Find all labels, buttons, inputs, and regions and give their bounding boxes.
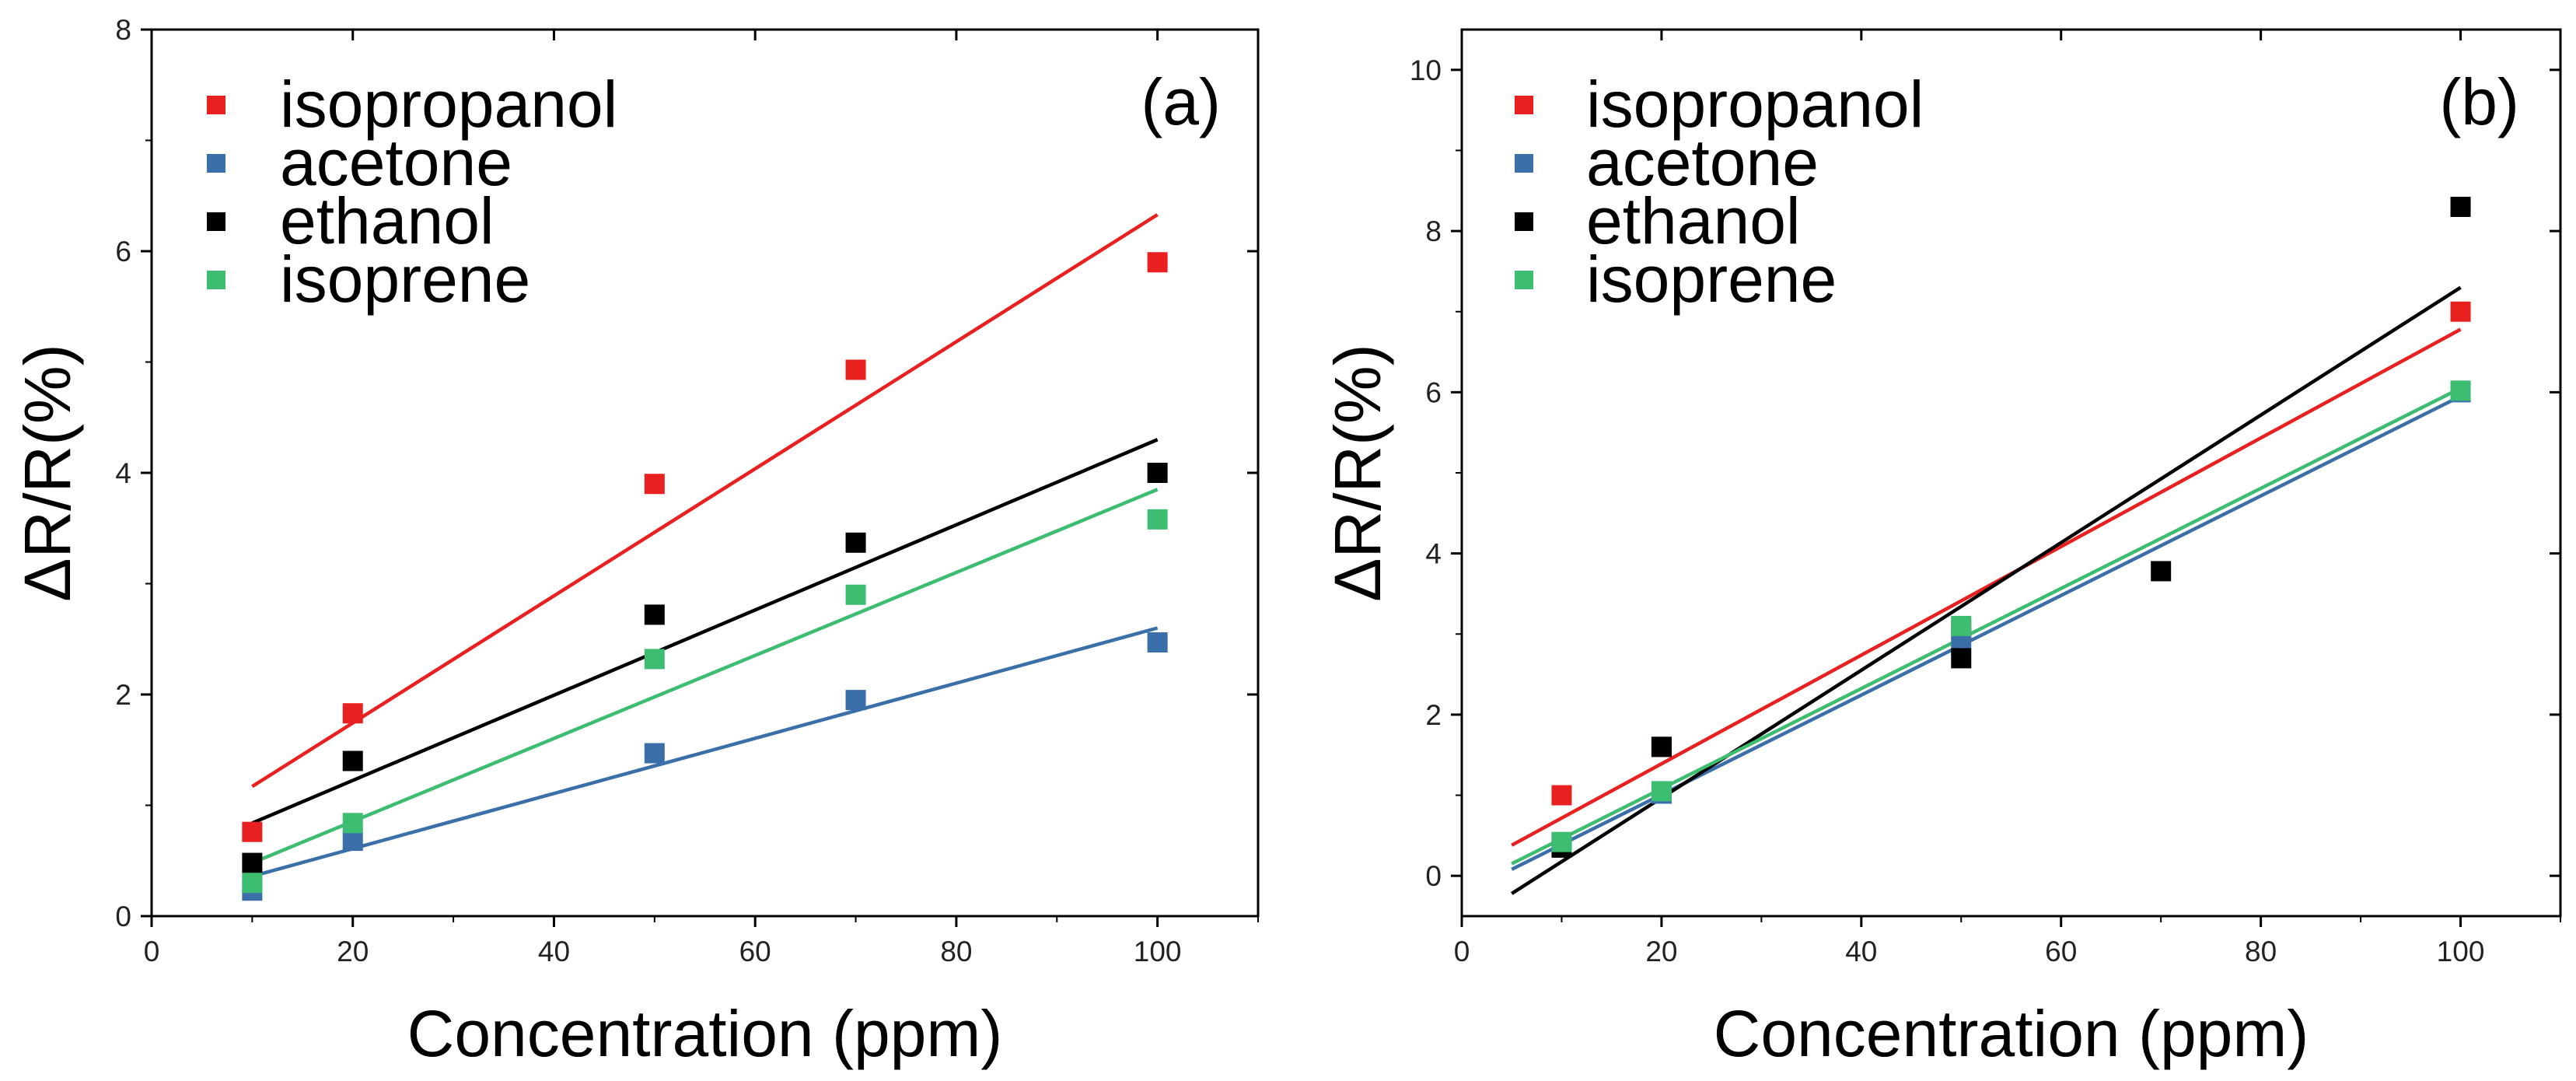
fit-line-isoprene [251,488,1159,865]
data-point-acetone [1147,632,1168,653]
data-point-isoprene [2450,380,2471,401]
data-point-isopropanol [342,703,363,724]
data-point-ethanol [1147,463,1168,483]
legend-label-isoprene: isoprene [280,243,530,316]
y-tick-label: 2 [1425,699,1442,731]
data-point-isoprene [1651,781,1672,802]
x-tick-label: 60 [739,936,771,967]
fit-line-ethanol [251,438,1159,825]
panel-label: (a) [1141,65,1221,138]
y-tick-label: 0 [1425,860,1442,892]
x-axis-label: Concentration (ppm) [407,997,1003,1070]
x-tick-label: 40 [538,936,570,967]
legend-marker-ethanol [1515,212,1533,231]
chart-panel-b: 0 20 40 60 80 100 0 2 4 6 8 10 Concentration (ppm) ΔR… [1321,28,2562,1070]
data-point-ethanol [845,532,866,553]
legend-label-isoprene: isoprene [1586,243,1837,316]
panel-label: (b) [2439,65,2519,138]
data-point-isoprene [845,584,866,605]
legend-marker-acetone [207,154,225,173]
data-point-acetone [342,831,363,852]
data-point-isoprene [342,813,363,834]
x-axis-label: Concentration (ppm) [1714,997,2309,1070]
data-point-isopropanol [644,474,665,495]
data-point-isoprene [1951,615,1972,636]
x-tick-label: 40 [1845,936,1877,967]
legend-marker-isoprene [1515,271,1533,289]
data-point-isopropanol [845,359,866,380]
y-tick-label: 2 [115,679,131,711]
legend-label-isopropanol: isopropanol [280,68,617,141]
data-point-ethanol [644,604,665,625]
y-tick-label: 8 [115,14,131,46]
y-tick-label: 0 [115,901,131,932]
legend-label-ethanol: ethanol [1586,184,1801,257]
x-tick-label: 0 [144,936,160,967]
legend-label-isopropanol: isopropanol [1586,68,1924,141]
legend-label-acetone: acetone [1586,126,1819,199]
chart-panel-a: 0 20 40 60 80 100 0 2 4 6 8 Concentration (ppm) ΔR/R… [11,14,1260,1070]
data-point-isoprene [1147,509,1168,530]
legend-label-acetone: acetone [280,126,512,199]
y-tick-label: 10 [1410,54,1442,86]
data-point-ethanol [1651,736,1672,757]
data-point-isoprene [1551,831,1572,852]
data-point-isopropanol [242,821,263,842]
data-point-ethanol [1951,648,1972,669]
data-point-acetone [845,690,866,711]
y-tick-label: 6 [115,236,131,268]
y-tick-label: 6 [1425,376,1442,408]
fit-line-isopropanol [1511,327,2462,847]
data-point-ethanol [242,852,263,873]
legend-label-ethanol: ethanol [280,184,495,257]
x-tick-label: 20 [1645,936,1677,967]
data-point-isoprene [242,873,263,894]
y-tick-label: 4 [1425,538,1442,570]
data-point-ethanol [2450,197,2471,217]
x-tick-label: 60 [2045,936,2077,967]
data-point-isopropanol [2450,301,2471,322]
legend-marker-acetone [1515,154,1533,173]
x-tick-label: 80 [940,936,972,967]
y-axis-label: ΔR/R(%) [11,344,84,601]
data-point-isopropanol [1147,252,1168,273]
data-point-ethanol [342,750,363,771]
y-tick-label: 8 [1425,215,1442,247]
data-point-acetone [644,743,665,764]
x-tick-label: 100 [1134,936,1182,967]
fit-line-acetone [251,626,1159,878]
x-tick-label: 0 [1454,936,1470,967]
legend-marker-ethanol [207,212,225,231]
data-point-isoprene [644,649,665,670]
legend-marker-isopropanol [207,96,225,114]
fit-line-isopropanol [251,213,1159,789]
x-tick-label: 80 [2245,936,2277,967]
legend-marker-isopropanol [1515,96,1533,114]
data-point-ethanol [2151,561,2172,582]
x-tick-label: 100 [2437,936,2485,967]
y-tick-label: 4 [115,457,131,489]
y-axis-label: ΔR/R(%) [1321,344,1394,601]
legend-marker-isoprene [207,271,225,289]
data-point-isopropanol [1551,785,1572,806]
x-tick-label: 20 [337,936,369,967]
